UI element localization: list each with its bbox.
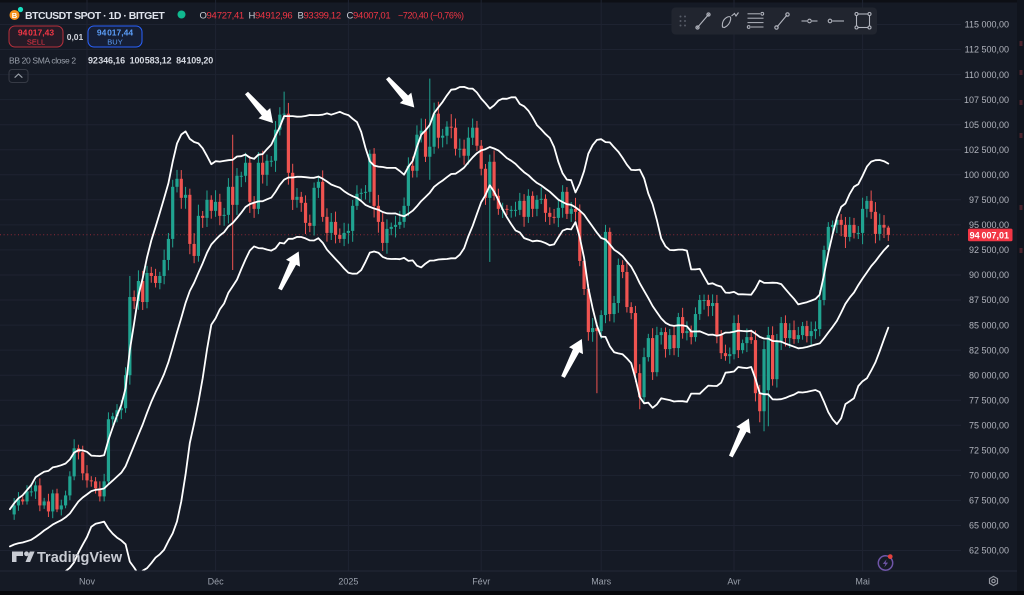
svg-text:Mai: Mai [855,577,870,587]
svg-text:Févr: Févr [472,577,490,587]
svg-text:65 000,00: 65 000,00 [969,521,1009,531]
svg-text:Nov: Nov [79,577,96,587]
svg-text:62 500,00: 62 500,00 [969,546,1009,556]
svg-text:77 500,00: 77 500,00 [969,395,1009,405]
svg-text:Mars: Mars [591,577,611,587]
svg-text:105 000,00: 105 000,00 [964,120,1009,130]
svg-text:100 000,00: 100 000,00 [964,170,1009,180]
svg-text:C94 007,01: C94 007,01 [347,10,391,21]
svg-text:90 000,00: 90 000,00 [969,270,1009,280]
svg-text:110 000,00: 110 000,00 [965,70,1009,80]
svg-text:95 000,00: 95 000,00 [969,220,1009,230]
svg-text:94 017,43: 94 017,43 [18,28,54,38]
svg-text:BTCUSDT SPOT · 1D · BITGET: BTCUSDT SPOT · 1D · BITGET [25,10,165,22]
svg-text:H94 912,96: H94 912,96 [249,10,293,21]
svg-text:BUY: BUY [107,38,122,47]
svg-text:O94 727,41: O94 727,41 [200,10,244,21]
svg-text:SELL: SELL [27,38,45,47]
svg-text:B: B [12,11,18,20]
svg-text:B93 399,12: B93 399,12 [298,10,341,21]
svg-text:2025: 2025 [338,577,358,587]
svg-text:107 500,00: 107 500,00 [964,95,1009,105]
svg-text:75 000,00: 75 000,00 [969,421,1009,431]
svg-text:BB 20 SMA close 2: BB 20 SMA close 2 [9,56,76,66]
svg-text:94 007,01: 94 007,01 [970,230,1009,240]
svg-text:102 500,00: 102 500,00 [964,145,1009,155]
svg-text:0,01: 0,01 [67,32,84,42]
svg-text:70 000,00: 70 000,00 [969,471,1009,481]
svg-text:72 500,00: 72 500,00 [969,446,1009,456]
svg-text:−720,40 (−0,76%): −720,40 (−0,76%) [398,10,464,20]
svg-text:87 500,00: 87 500,00 [969,295,1009,305]
svg-text:92 346,16 100 583,12 84 109,: 92 346,16 100 583,12 84 109,20 [88,56,213,66]
svg-text:67 500,00: 67 500,00 [969,496,1009,506]
svg-text:112 500,00: 112 500,00 [965,45,1009,55]
svg-text:82 500,00: 82 500,00 [969,345,1009,355]
svg-text:85 000,00: 85 000,00 [969,320,1009,330]
svg-text:115 000,00: 115 000,00 [965,20,1009,30]
svg-text:Déc: Déc [208,577,225,587]
svg-text:Avr: Avr [727,577,740,587]
svg-text:92 500,00: 92 500,00 [969,245,1009,255]
svg-text:94 017,44: 94 017,44 [97,28,133,38]
svg-text:TradingView: TradingView [37,550,123,566]
svg-text:80 000,00: 80 000,00 [969,370,1009,380]
svg-text:97 500,00: 97 500,00 [969,195,1009,205]
